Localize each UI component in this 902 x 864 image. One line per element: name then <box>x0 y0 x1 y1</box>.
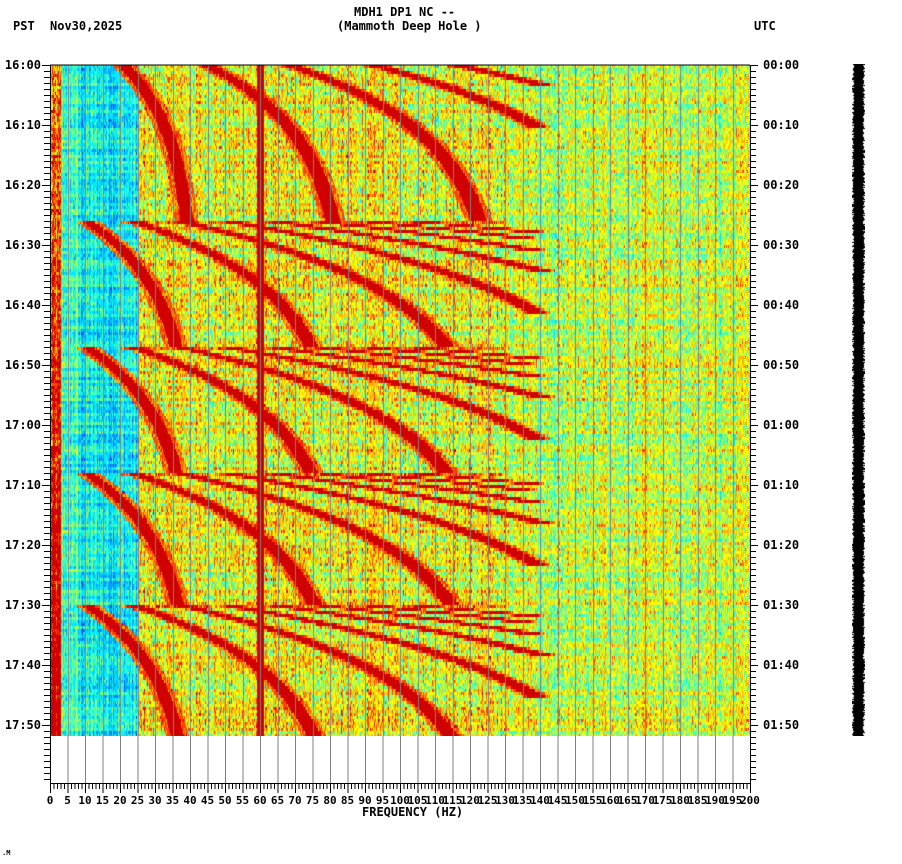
x-tick-label: 155 <box>583 794 603 807</box>
x-tick-label: 35 <box>166 794 179 807</box>
x-tick-label: 195 <box>723 794 743 807</box>
x-tick-label: 5 <box>64 794 71 807</box>
seismogram-trace <box>852 64 865 736</box>
y-tick-left: 17:10 <box>5 478 41 492</box>
y-tick-right: 01:00 <box>763 418 799 432</box>
y-tick-right: 00:40 <box>763 298 799 312</box>
y-tick-left: 16:00 <box>5 58 41 72</box>
x-tick-label: 45 <box>201 794 214 807</box>
x-tick-label: 150 <box>565 794 585 807</box>
x-tick-label: 75 <box>306 794 319 807</box>
x-tick-label: 115 <box>443 794 463 807</box>
x-tick-label: 40 <box>183 794 196 807</box>
x-tick-label: 185 <box>688 794 708 807</box>
left-timezone: PST <box>13 19 35 33</box>
y-tick-right: 01:20 <box>763 538 799 552</box>
x-axis-label: FREQUENCY (HZ) <box>362 805 464 819</box>
y-tick-right: 00:30 <box>763 238 799 252</box>
y-tick-left: 17:20 <box>5 538 41 552</box>
x-tick-label: 15 <box>96 794 109 807</box>
y-tick-right: 01:50 <box>763 718 799 732</box>
x-tick-label: 140 <box>530 794 550 807</box>
x-tick-label: 160 <box>600 794 620 807</box>
x-tick-label: 25 <box>131 794 144 807</box>
y-tick-right: 01:40 <box>763 658 799 672</box>
y-tick-right: 01:10 <box>763 478 799 492</box>
y-tick-left: 17:50 <box>5 718 41 732</box>
x-tick-label: 200 <box>740 794 760 807</box>
x-tick-label: 180 <box>670 794 690 807</box>
x-tick-label: 10 <box>78 794 91 807</box>
y-tick-left: 17:00 <box>5 418 41 432</box>
x-tick-label: 110 <box>425 794 445 807</box>
x-tick-label: 175 <box>653 794 673 807</box>
y-tick-left: 16:10 <box>5 118 41 132</box>
y-tick-right: 00:20 <box>763 178 799 192</box>
x-tick-label: 65 <box>271 794 284 807</box>
x-tick-label: 170 <box>635 794 655 807</box>
x-tick-label: 85 <box>341 794 354 807</box>
x-tick-label: 120 <box>460 794 480 807</box>
y-tick-left: 16:20 <box>5 178 41 192</box>
x-tick-label: 145 <box>548 794 568 807</box>
spectrogram-heatmap <box>50 65 751 736</box>
x-tick-label: 105 <box>408 794 428 807</box>
x-tick-label: 50 <box>218 794 231 807</box>
x-tick-label: 90 <box>358 794 371 807</box>
x-tick-label: 55 <box>236 794 249 807</box>
x-tick-label: 60 <box>253 794 266 807</box>
y-tick-right: 00:10 <box>763 118 799 132</box>
x-tick-label: 70 <box>288 794 301 807</box>
y-tick-left: 17:30 <box>5 598 41 612</box>
x-tick-label: 20 <box>113 794 126 807</box>
y-tick-left: 16:50 <box>5 358 41 372</box>
y-tick-left: 17:40 <box>5 658 41 672</box>
y-tick-right: 00:50 <box>763 358 799 372</box>
footer-mark: .M <box>2 849 11 857</box>
x-tick-label: 130 <box>495 794 515 807</box>
x-tick-label: 0 <box>47 794 54 807</box>
x-tick-label: 135 <box>513 794 533 807</box>
date-label: Nov30,2025 <box>50 19 123 33</box>
station-name: (Mammoth Deep Hole ) <box>337 19 482 33</box>
y-tick-left: 16:30 <box>5 238 41 252</box>
x-tick-label: 80 <box>323 794 336 807</box>
y-tick-right: 00:00 <box>763 58 799 72</box>
y-tick-left: 16:40 <box>5 298 41 312</box>
x-tick-label: 95 <box>376 794 389 807</box>
x-tick-label: 30 <box>148 794 161 807</box>
y-tick-right: 01:30 <box>763 598 799 612</box>
right-timezone: UTC <box>754 19 776 33</box>
x-tick-label: 125 <box>478 794 498 807</box>
x-tick-label: 100 <box>390 794 410 807</box>
x-tick-label: 190 <box>705 794 725 807</box>
station-line: MDH1 DP1 NC -- <box>354 5 456 19</box>
x-tick-label: 165 <box>618 794 638 807</box>
